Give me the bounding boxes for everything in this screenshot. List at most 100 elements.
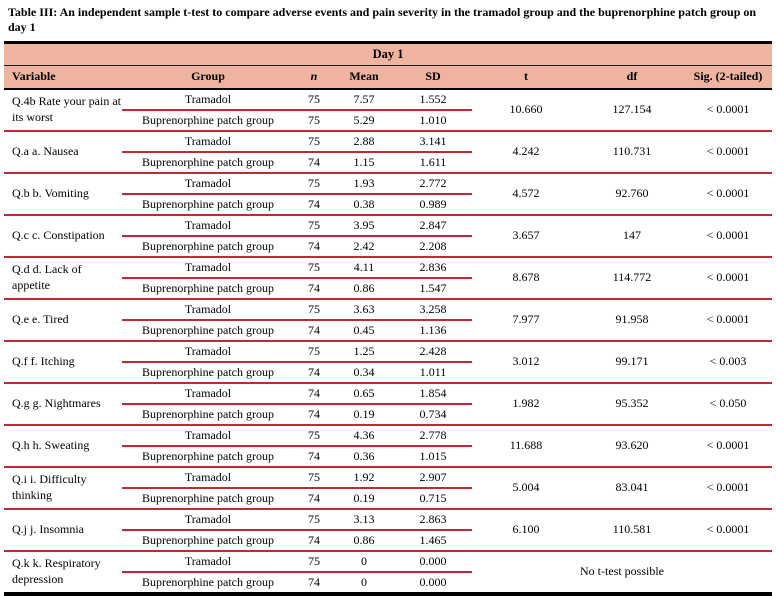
n-cell: 75 (294, 298, 334, 321)
group-cell: Tramadol (122, 298, 294, 321)
mean-cell: 3.13 (334, 508, 394, 531)
variable-cell: Q.h h. Sweating (4, 424, 122, 468)
n-cell: 74 (294, 445, 334, 468)
n-cell: 75 (294, 466, 334, 489)
t-cell: 7.977 (472, 298, 580, 342)
day-header: Day 1 (4, 42, 773, 66)
variable-cell: Q.c c. Constipation (4, 214, 122, 258)
variable-cell: Q.k k. Respiratory depression (12, 556, 101, 586)
n-cell: 75 (294, 130, 334, 153)
sd-cell: 1.854 (394, 382, 472, 405)
df-cell: 127.154 (580, 88, 684, 132)
n-cell: 74 (294, 361, 334, 384)
mean-cell: 3.63 (334, 298, 394, 321)
sig-cell: < 0.0001 (684, 88, 773, 132)
n-cell: 74 (294, 487, 334, 510)
mean-cell: 1.93 (334, 172, 394, 195)
sd-cell: 0.715 (394, 487, 472, 510)
table-row: Q.j j. Insomnia Tramadol 75 3.13 2.863 6.100 1… (4, 508, 773, 552)
n-cell: 75 (294, 109, 334, 132)
table-row: Buprenorphine patch group 74 0.19 0.715 (4, 487, 772, 510)
sd-cell: 1.010 (394, 109, 472, 132)
mean-cell: 7.57 (334, 88, 394, 111)
table-row: Q.g g. Nightmares Tramadol 74 0.65 1.854 1.98… (4, 382, 773, 426)
mean-cell: 0.36 (334, 445, 394, 468)
variable-cell: Q.g g. Nightmares (4, 382, 122, 426)
df-cell: 110.581 (580, 508, 684, 552)
n-cell: 74 (294, 529, 334, 552)
sig-cell: < 0.0001 (684, 214, 773, 258)
table-row: Q.f f. Itching Tramadol 75 1.25 2.428 3.012 99… (4, 340, 773, 384)
n-cell: 74 (294, 277, 334, 300)
t-cell: 4.572 (472, 172, 580, 216)
column-header-variable: Variable (4, 65, 122, 90)
table-row: Q.a a. Nausea Tramadol 75 2.88 3.141 4.242 110… (4, 130, 773, 174)
df-cell: 95.352 (580, 382, 684, 426)
group-cell: Buprenorphine patch group (122, 193, 294, 216)
sd-cell: 1.015 (394, 445, 472, 468)
df-cell: 91.958 (580, 298, 684, 342)
table-row: Q.c c. Constipation Tramadol 75 3.95 2.847 3.… (4, 214, 773, 258)
mean-cell: 0.65 (334, 382, 394, 405)
mean-cell: 0.19 (334, 403, 394, 426)
sd-cell: 3.258 (394, 298, 472, 321)
sd-cell: 2.863 (394, 508, 472, 531)
group-cell: Buprenorphine patch group (122, 277, 294, 300)
sig-cell: < 0.050 (684, 382, 773, 426)
n-cell: 74 (294, 403, 334, 426)
group-cell: Tramadol (122, 382, 294, 405)
table-row: Buprenorphine patch group 74 1.15 1.611 (4, 151, 772, 174)
sig-cell: < 0.0001 (684, 298, 773, 342)
group-cell: Tramadol (122, 214, 294, 237)
mean-cell: 0.19 (334, 487, 394, 510)
table-row: Q.k k. Respiratory depression Tramadol 75 0… (4, 550, 772, 586)
sd-cell: 2.836 (394, 256, 472, 279)
table-row: Q.h h. Sweating Tramadol 75 4.36 2.778 11.688… (4, 424, 773, 468)
mean-cell: 0.86 (334, 529, 394, 552)
table-row: Q.b b. Vomiting Tramadol 75 1.93 2.772 4.572 9… (4, 172, 773, 216)
t-cell: 11.688 (472, 424, 580, 468)
table-row: Buprenorphine patch group 74 0.36 1.015 (4, 445, 772, 468)
t-cell: 8.678 (472, 256, 580, 300)
mean-cell: 0 (361, 574, 367, 589)
mean-cell: 1.25 (334, 340, 394, 363)
mean-cell: 4.36 (334, 424, 394, 447)
table-row: Buprenorphine patch group 74 0.45 1.136 (4, 319, 772, 342)
mean-cell: 0 (334, 550, 394, 573)
variable-cell: Q.e e. Tired (4, 298, 122, 342)
sd-cell: 0.000 (419, 574, 447, 589)
variable-cell: Q.4b Rate your pain at its worst (4, 88, 122, 132)
mean-cell: 3.95 (334, 214, 394, 237)
table-row: Buprenorphine patch group 74 2.42 2.208 (4, 235, 772, 258)
n-cell: 75 (294, 340, 334, 363)
sd-cell: 0.734 (394, 403, 472, 426)
mean-cell: 5.29 (334, 109, 394, 132)
column-header-sd: SD (394, 65, 472, 90)
group-cell: Buprenorphine patch group (122, 319, 294, 342)
table-row: Buprenorphine patch group 75 5.29 1.010 (4, 109, 772, 132)
page: Table III: An independent sample t-test … (0, 5, 776, 596)
n-cell: 75 (294, 424, 334, 447)
sig-cell: < 0.0001 (684, 466, 773, 510)
t-cell: 10.660 (472, 88, 580, 132)
table-body: Q.4b Rate your pain at its worst Tramadol… (4, 88, 773, 594)
group-cell: Buprenorphine patch group (122, 529, 294, 552)
n-cell: 74 (294, 382, 334, 405)
sig-cell: < 0.003 (684, 340, 773, 384)
column-header-t: t (472, 65, 580, 90)
column-header-sig: Sig. (2-tailed) (684, 65, 773, 90)
group-cell: Buprenorphine patch group (122, 487, 294, 510)
n-cell: 75 (294, 550, 334, 573)
group-cell: Buprenorphine patch group (122, 445, 294, 468)
sd-cell: 2.208 (394, 235, 472, 258)
mean-cell: 0.38 (334, 193, 394, 216)
sd-cell: 2.847 (394, 214, 472, 237)
df-cell: 99.171 (580, 340, 684, 384)
mean-cell: 1.15 (334, 151, 394, 174)
t-cell: 3.012 (472, 340, 580, 384)
df-cell: 83.041 (580, 466, 684, 510)
sd-cell: 3.141 (394, 130, 472, 153)
table-row: Q.i i. Difficulty thinking Tramadol 75 1.92… (4, 466, 773, 510)
sig-cell: < 0.0001 (684, 256, 773, 300)
sd-cell: 2.428 (394, 340, 472, 363)
